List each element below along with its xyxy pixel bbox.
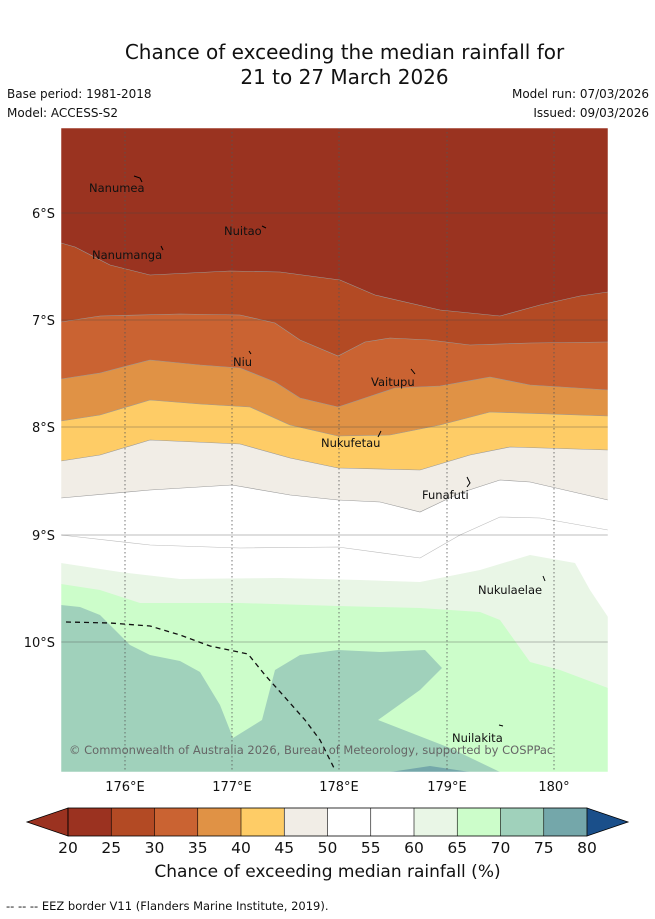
colorbar-swatch xyxy=(543,808,588,836)
place-label: Nuitao xyxy=(224,224,262,238)
place-label: Nanumanga xyxy=(92,248,162,262)
colorbar-swatch xyxy=(197,808,242,836)
map-frame xyxy=(60,127,609,773)
copyright-notice: © Commonwealth of Australia 2026, Bureau… xyxy=(69,743,553,757)
chart-title: Chance of exceeding the median rainfall … xyxy=(0,40,655,90)
colorbar-swatch xyxy=(111,808,155,836)
island-outlines xyxy=(133,175,546,727)
place-label: Niu xyxy=(233,355,252,369)
place-label: Nukulaelae xyxy=(478,583,542,597)
colorbar-tick-label: 45 xyxy=(274,839,294,857)
place-label: Nanumea xyxy=(89,181,145,195)
place-label: Nuilakita xyxy=(452,731,503,745)
lat-tick-label: 8°S xyxy=(32,421,55,436)
colorbar: 20 25 30 35 40 45 50 55 60 65 70 75 80 xyxy=(25,807,630,857)
colorbar-swatch xyxy=(284,808,328,836)
lat-tick-label: 6°S xyxy=(32,207,55,222)
lon-tick-label: 179°E xyxy=(427,780,467,795)
colorbar-tick-label: 55 xyxy=(361,839,381,857)
lat-tick-label: 9°S xyxy=(32,529,55,544)
model-name: Model: ACCESS-S2 xyxy=(7,106,119,120)
place-label: Funafuti xyxy=(422,488,469,502)
band-65-70 xyxy=(61,605,500,772)
colorbar-over-arrow xyxy=(586,807,630,837)
place-label: Vaitupu xyxy=(371,375,415,389)
colorbar-swatch xyxy=(500,808,545,836)
probability-contours xyxy=(61,128,608,772)
colorbar-tick-label: 25 xyxy=(101,839,121,857)
lat-tick-label: 7°S xyxy=(32,314,55,329)
colorbar-tick-label: 20 xyxy=(58,839,78,857)
colorbar-swatch xyxy=(68,808,112,836)
place-labels: Nanumea Nuitao Nanumanga Niu Vaitupu Nuk… xyxy=(89,181,542,745)
eez-footnote: -- -- -- EEZ border V11 (Flanders Marine… xyxy=(6,899,329,913)
colorbar-tick-label: 35 xyxy=(188,839,208,857)
colorbar-swatch xyxy=(457,808,501,836)
issued-date: Issued: 09/03/2026 xyxy=(533,106,649,120)
model-run: Model run: 07/03/2026 xyxy=(511,87,649,101)
latitude-axis: 6°S 7°S 8°S 9°S 10°S xyxy=(24,207,55,651)
lon-tick-label: 177°E xyxy=(212,780,252,795)
graticule xyxy=(124,128,555,772)
lon-tick-label: 178°E xyxy=(319,780,359,795)
chart-title-line2: 21 to 27 March 2026 xyxy=(240,65,449,89)
colorbar-title: Chance of exceeding median rainfall (%) xyxy=(154,862,501,882)
colorbar-swatch xyxy=(414,808,458,836)
lat-tick-label: 10°S xyxy=(24,636,55,651)
colorbar-tick-label: 30 xyxy=(145,839,165,857)
colorbar-tick-label: 50 xyxy=(318,839,338,857)
colorbar-tick-label: 40 xyxy=(231,839,251,857)
contour-lines xyxy=(61,242,608,559)
colorbar-tick-label: 80 xyxy=(577,839,597,857)
latitude-lines xyxy=(61,212,608,643)
colorbar-tick-label: 65 xyxy=(447,839,467,857)
colorbar-tick-label: 60 xyxy=(404,839,424,857)
colorbar-tick-label: 70 xyxy=(491,839,511,857)
lon-tick-label: 176°E xyxy=(105,780,145,795)
lon-tick-label: 180° xyxy=(538,780,569,795)
base-period: Base period: 1981-2018 xyxy=(7,87,152,101)
eez-border xyxy=(65,621,335,769)
colorbar-frame xyxy=(67,807,588,837)
rainfall-map: Nanumea Nuitao Nanumanga Niu Vaitupu Nuk… xyxy=(24,127,630,857)
longitude-axis: 176°E 177°E 178°E 179°E 180° xyxy=(105,780,569,795)
colorbar-tick-label: 75 xyxy=(534,839,554,857)
colorbar-swatch xyxy=(154,808,199,836)
colorbar-under-arrow xyxy=(25,807,69,837)
band-70-75 xyxy=(390,766,470,772)
place-label: Nukufetau xyxy=(321,436,380,450)
colorbar-swatch xyxy=(327,808,372,836)
colorbar-swatch xyxy=(241,808,285,836)
colorbar-swatch xyxy=(370,808,415,836)
chart-title-line1: Chance of exceeding the median rainfall … xyxy=(124,40,565,64)
